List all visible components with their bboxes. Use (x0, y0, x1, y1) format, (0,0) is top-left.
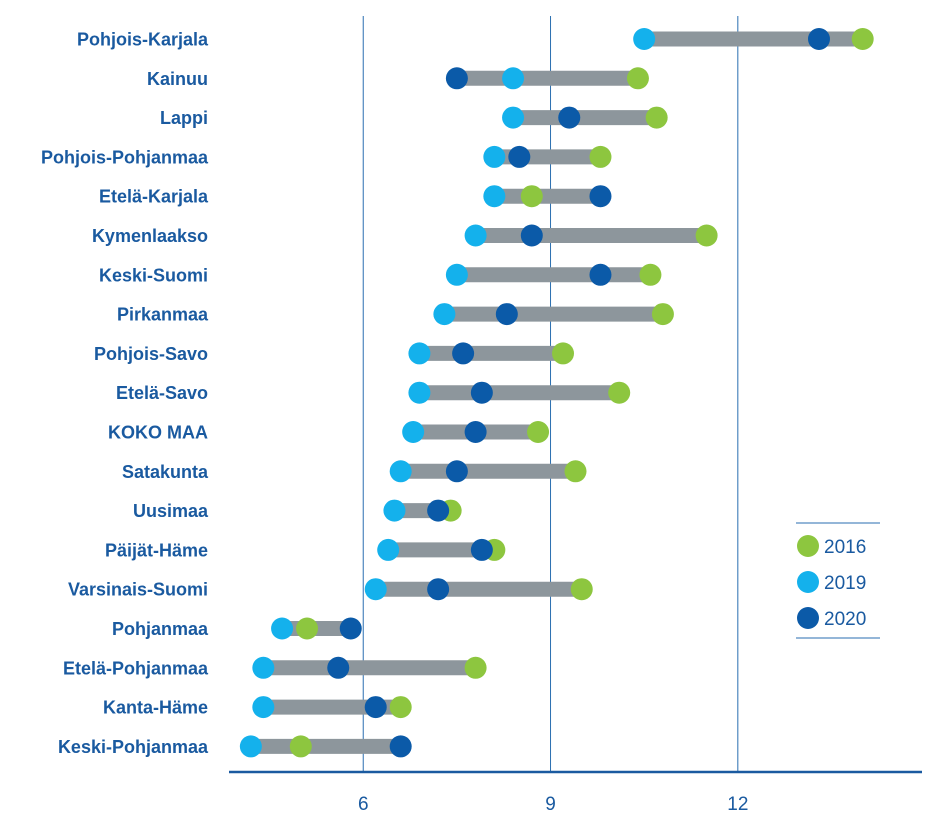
point-2020-10 (464, 421, 487, 443)
point-2019-16 (252, 656, 275, 679)
category-label-18: Keski-Pohjanmaa (58, 737, 209, 757)
point-2020-18 (389, 735, 412, 758)
category-label-16: Etelä-Pohjanmaa (63, 658, 209, 678)
category-labels: Pohjois-Karjala Kainuu Lappi Pohjois-Pohjan… (41, 30, 209, 757)
point-2020-11 (445, 460, 468, 483)
data-points (239, 28, 874, 758)
point-2016-7 (651, 303, 674, 326)
point-2016-10 (527, 421, 550, 443)
category-label-8: Pohjois-Savo (94, 344, 208, 364)
point-2016-6 (639, 263, 662, 286)
point-2020-2 (558, 106, 581, 129)
point-2019-10 (402, 421, 425, 443)
legend-label-2016: 2016 (824, 537, 866, 558)
point-2016-16 (464, 656, 487, 679)
category-label-13: Päijät-Häme (105, 540, 208, 560)
point-2019-7 (433, 303, 456, 326)
point-2020-6 (589, 263, 612, 286)
point-2016-3 (589, 145, 612, 168)
legend-marker-2019 (797, 571, 819, 593)
point-2019-0 (633, 28, 656, 50)
category-label-1: Kainuu (147, 69, 208, 89)
point-2016-4 (520, 185, 543, 208)
point-2019-2 (502, 106, 525, 129)
category-label-5: Kymenlaakso (92, 226, 208, 246)
point-2019-11 (389, 460, 412, 483)
point-2020-0 (807, 28, 830, 50)
range-bars (250, 31, 863, 754)
point-2019-4 (483, 185, 506, 208)
point-2019-5 (464, 224, 487, 247)
point-2016-5 (695, 224, 718, 247)
point-2020-17 (364, 696, 387, 719)
category-label-9: Etelä-Savo (116, 383, 208, 403)
point-2019-17 (252, 696, 275, 719)
category-label-6: Keski-Suomi (99, 265, 208, 285)
category-label-17: Kanta-Häme (103, 698, 208, 718)
category-label-4: Etelä-Karjala (99, 187, 209, 207)
legend: 2016 2019 2020 (796, 522, 880, 639)
category-label-2: Lappi (160, 108, 208, 128)
point-2019-14 (364, 578, 387, 601)
x-tick-label-9: 9 (545, 794, 556, 814)
point-2016-2 (645, 106, 668, 129)
point-2016-17 (389, 696, 412, 719)
point-2020-12 (427, 499, 450, 522)
point-2020-7 (495, 303, 518, 326)
point-2019-13 (377, 538, 400, 561)
point-2020-13 (470, 538, 493, 561)
legend-label-2019: 2019 (824, 573, 866, 594)
point-2016-1 (626, 67, 649, 90)
point-2016-18 (289, 735, 312, 758)
point-2020-3 (508, 145, 531, 168)
x-tick-label-6: 6 (358, 794, 369, 814)
legend-marker-2016 (797, 535, 819, 557)
point-2016-14 (570, 578, 593, 601)
point-2019-15 (271, 617, 294, 640)
point-2019-12 (383, 499, 406, 522)
category-label-15: Pohjanmaa (112, 619, 209, 639)
point-2016-9 (608, 381, 631, 404)
point-2016-15 (296, 617, 319, 640)
point-2020-1 (445, 67, 468, 90)
point-2020-5 (520, 224, 543, 247)
point-2019-1 (502, 67, 525, 90)
category-label-12: Uusimaa (133, 501, 209, 521)
category-label-0: Pohjois-Karjala (77, 30, 209, 50)
legend-label-2020: 2020 (824, 609, 866, 630)
point-2020-15 (339, 617, 362, 640)
point-2019-9 (408, 381, 431, 404)
legend-marker-2020 (797, 607, 819, 629)
point-2016-0 (851, 28, 874, 50)
point-2020-16 (327, 656, 350, 679)
category-label-3: Pohjois-Pohjanmaa (41, 147, 209, 167)
x-axis: 6 9 12 (229, 770, 922, 814)
point-2020-9 (470, 381, 493, 404)
category-label-14: Varsinais-Suomi (68, 580, 208, 600)
category-label-7: Pirkanmaa (117, 305, 209, 325)
point-2019-6 (445, 263, 468, 286)
point-2019-3 (483, 145, 506, 168)
category-label-10: KOKO MAA (108, 423, 208, 443)
point-2019-8 (408, 342, 431, 365)
point-2019-18 (239, 735, 262, 758)
category-label-11: Satakunta (122, 462, 209, 482)
point-2020-4 (589, 185, 612, 208)
point-2016-8 (552, 342, 575, 365)
point-2020-14 (427, 578, 450, 601)
point-2016-11 (564, 460, 587, 483)
x-tick-label-12: 12 (727, 794, 748, 814)
point-2020-8 (452, 342, 475, 365)
